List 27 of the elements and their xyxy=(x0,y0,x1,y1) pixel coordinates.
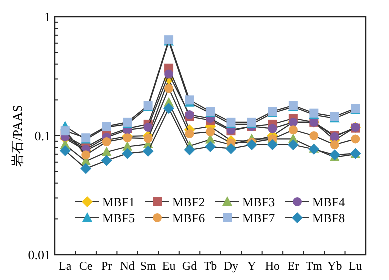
x-tick-label: La xyxy=(59,259,72,273)
y-tick-label: 0.1 xyxy=(34,128,51,144)
legend-label: MBF3 xyxy=(242,196,276,210)
x-tick-label: Lu xyxy=(348,259,362,273)
x-tick-label: Pr xyxy=(101,259,112,273)
x-tick-label: Dy xyxy=(224,259,239,273)
x-tick-label: Ce xyxy=(79,259,93,273)
x-tick-label: Tb xyxy=(204,259,218,273)
x-tick-label: Gd xyxy=(182,259,198,273)
y-tick-label: 0.01 xyxy=(28,248,51,262)
y-tick-label: 1 xyxy=(44,10,51,24)
legend-label: MBF8 xyxy=(312,212,346,226)
legend-label: MBF4 xyxy=(312,196,346,210)
legend-label: MBF7 xyxy=(242,212,276,226)
x-tick-label: Er xyxy=(288,259,300,273)
legend-label: MBF1 xyxy=(102,196,136,210)
y-axis-title: 岩石/PAAS xyxy=(10,105,25,167)
x-tick-label: Nd xyxy=(120,259,135,273)
x-tick-label: Y xyxy=(248,259,257,273)
x-tick-label: Yb xyxy=(328,259,342,273)
legend-label: MBF5 xyxy=(102,212,136,226)
x-tick-label: Tm xyxy=(306,259,324,273)
legend-label: MBF6 xyxy=(172,212,206,226)
legend-label: MBF2 xyxy=(172,196,206,210)
x-tick-label: Ho xyxy=(265,259,280,273)
x-tick-label: Sm xyxy=(140,259,157,273)
x-tick-label: Eu xyxy=(162,259,176,273)
